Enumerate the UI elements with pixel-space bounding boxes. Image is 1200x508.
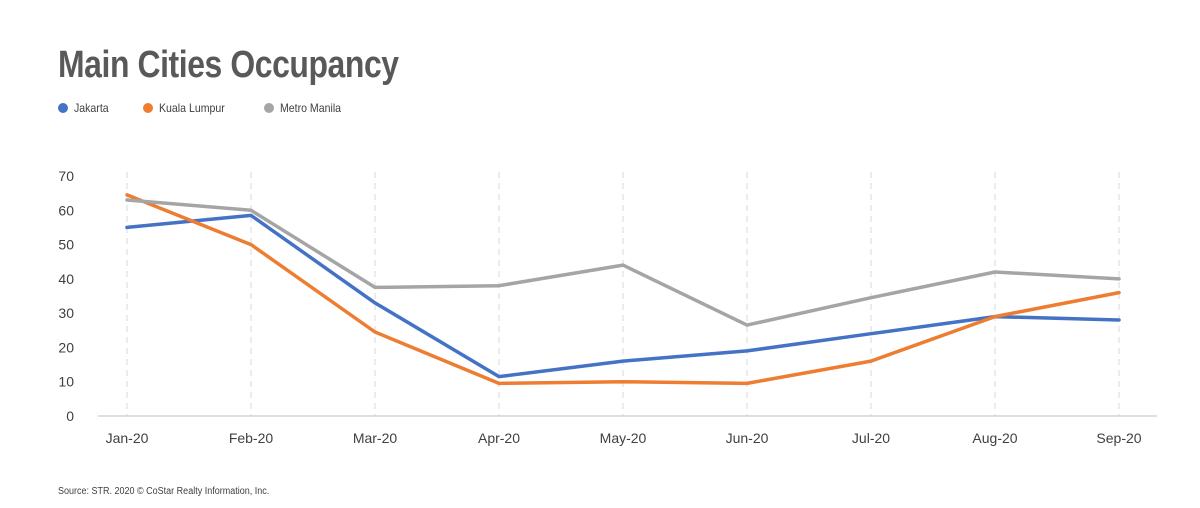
- x-tick-label-feb-20: Feb-20: [229, 430, 274, 446]
- y-tick-label-30: 30: [58, 305, 74, 321]
- legend-label-metro-manila: Metro Manila: [280, 101, 342, 115]
- x-tick-label-jul-20: Jul-20: [852, 430, 890, 446]
- x-tick-label-jan-20: Jan-20: [106, 430, 149, 446]
- legend: Jakarta Kuala Lumpur Metro Manila: [58, 101, 379, 115]
- legend-label-jakarta: Jakarta: [74, 101, 109, 115]
- series-line-kuala-lumpur: [125, 193, 1121, 386]
- y-tick-label-70: 70: [58, 168, 74, 184]
- x-tick-label-jun-20: Jun-20: [726, 430, 769, 446]
- legend-label-kuala-lumpur: Kuala Lumpur: [159, 101, 226, 115]
- series-line-metro-manila: [125, 198, 1121, 327]
- y-tick-label-60: 60: [58, 202, 74, 218]
- y-tick-label-10: 10: [58, 374, 74, 390]
- x-tick-label-may-20: May-20: [600, 430, 647, 446]
- x-tick-label-apr-20: Apr-20: [478, 430, 520, 446]
- y-tick-label-50: 50: [58, 237, 74, 253]
- legend-marker-kuala-lumpur: [143, 103, 154, 113]
- chart-title: Main Cities Occupancy: [58, 44, 399, 86]
- x-tick-label-mar-20: Mar-20: [353, 430, 398, 446]
- y-tick-label-20: 20: [58, 339, 74, 355]
- legend-item-metro-manila: Metro Manila: [264, 101, 349, 115]
- series-line-jakarta: [125, 213, 1121, 379]
- y-tick-label-40: 40: [58, 271, 74, 287]
- y-tick-label-0: 0: [66, 408, 74, 424]
- source-note: Source: STR. 2020 © CoStar Realty Inform…: [58, 486, 270, 497]
- legend-marker-jakarta: [58, 103, 68, 113]
- legend-item-kuala-lumpur: Kuala Lumpur: [143, 101, 234, 115]
- x-tick-label-sep-20: Sep-20: [1096, 430, 1141, 446]
- legend-item-jakarta: Jakarta: [58, 101, 113, 115]
- x-tick-label-aug-20: Aug-20: [972, 430, 1017, 446]
- legend-marker-metro-manila: [264, 103, 275, 113]
